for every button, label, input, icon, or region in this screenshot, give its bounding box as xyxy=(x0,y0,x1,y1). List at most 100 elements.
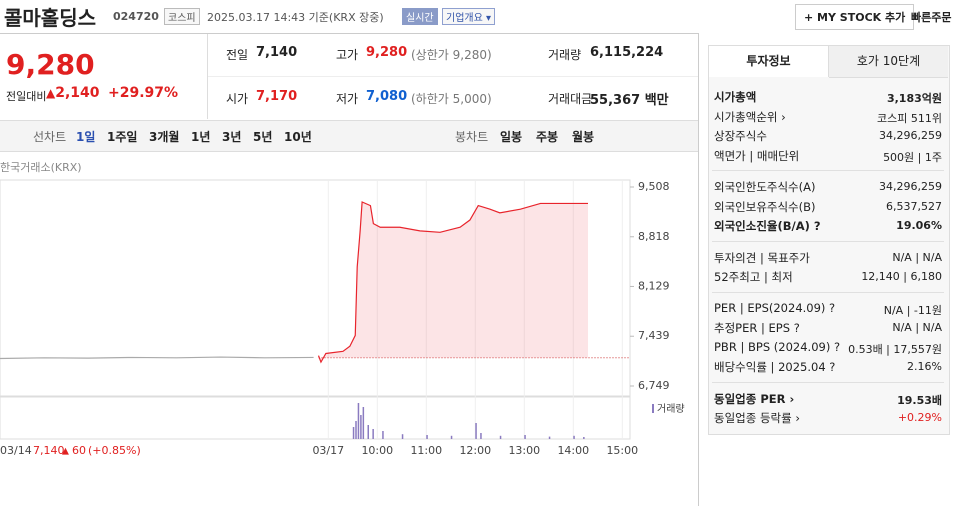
quick-order[interactable]: 빠른주문 · xyxy=(911,11,956,24)
tab[interactable]: 1년 xyxy=(191,130,211,144)
tab[interactable]: 1일 xyxy=(76,130,96,144)
volume-bar xyxy=(367,425,369,439)
tab[interactable]: 주봉 xyxy=(536,130,559,144)
volume-bar xyxy=(524,435,526,439)
tab[interactable]: 월봉 xyxy=(572,130,595,144)
info-value: 19.53배 xyxy=(897,393,942,407)
invest-panel xyxy=(708,45,950,435)
info-value: N/A | N/A xyxy=(892,250,942,264)
x-tick-label: 14:00 xyxy=(557,444,589,457)
info-label: PER | EPS(2024.09) ? xyxy=(714,300,836,315)
volume-bar xyxy=(357,403,360,439)
volume-bar xyxy=(480,433,482,439)
stat-label: 저가 xyxy=(336,92,359,106)
volume-legend: 거래량 xyxy=(657,403,685,415)
volume-bar xyxy=(573,435,575,439)
x-tick-label: 10:00 xyxy=(361,444,393,457)
tab[interactable]: 3년 xyxy=(222,130,242,144)
volume-bar xyxy=(426,435,428,439)
volume-bar xyxy=(362,407,365,439)
info-label: 추정PER | EPS ? xyxy=(714,321,800,335)
area xyxy=(318,202,588,363)
x-tick-label: 13:00 xyxy=(508,444,540,457)
tab-bar xyxy=(0,120,698,152)
y-tick-label: 8,129 xyxy=(638,279,670,292)
volume-legend-mark xyxy=(652,404,654,413)
info-value: 34,296,259 xyxy=(879,180,942,193)
company-button[interactable]: 기업개요 ▾ xyxy=(442,8,495,25)
market-badge: 코스피 xyxy=(164,8,200,25)
stat-label: 고가 xyxy=(336,48,359,62)
info-label: 시가총액 xyxy=(714,90,757,104)
x-tick-label: 12:00 xyxy=(459,444,491,457)
info-label: 외국인소진율(B/A) ? xyxy=(714,219,821,233)
change-value: 2,140 xyxy=(55,85,100,101)
x-tick-label: 15:00 xyxy=(606,444,638,457)
footer-date: 03/14 xyxy=(0,444,32,457)
x-tick-label: 11:00 xyxy=(410,444,442,457)
tab[interactable]: 호가 10단계 xyxy=(829,46,948,78)
price-line xyxy=(0,356,314,360)
volume-bar xyxy=(548,436,551,439)
stat-value: 7,080 xyxy=(366,89,408,104)
group-divider xyxy=(712,291,944,293)
info-label: 외국인보유주식수(B) xyxy=(714,199,816,214)
tab[interactable]: 1주일 xyxy=(107,130,138,144)
datetime: 2025.03.17 14:43 기준(KRX 장중) xyxy=(207,11,384,24)
tab-group-label: 봉차트 xyxy=(455,130,489,144)
volume-bar xyxy=(475,423,477,439)
source: 한국거래소(KRX) xyxy=(0,161,82,174)
tab-group-label: 선차트 xyxy=(33,130,67,144)
y-tick-label: 7,439 xyxy=(638,329,670,342)
stat-value: 55,367 백만 xyxy=(590,93,669,108)
group-divider xyxy=(712,381,944,383)
plot-frame xyxy=(0,179,631,397)
volume-frame xyxy=(0,396,631,440)
stat-label: 거래량 xyxy=(548,48,582,62)
stat-limit: (하한가 5,000) xyxy=(411,92,492,106)
volume-bar xyxy=(450,435,453,439)
info-label: 외국인한도주식수(A) xyxy=(714,180,816,194)
volume-bar xyxy=(360,415,362,439)
tab[interactable]: 3개월 xyxy=(149,130,180,144)
group-divider xyxy=(712,170,944,171)
y-tick-label: 9,508 xyxy=(638,180,670,193)
stat-label: 거래대금 xyxy=(548,92,593,106)
footer-pct: (+0.85%) xyxy=(88,444,141,457)
stock-name: 콜마홀딩스 xyxy=(4,6,96,30)
info-label: 시가총액순위 › xyxy=(714,109,786,124)
info-label: 투자의견 | 목표주가 xyxy=(714,250,810,265)
info-value: 34,296,259 xyxy=(879,129,942,142)
footer-close: 7,140 xyxy=(33,444,65,457)
tab[interactable]: 일봉 xyxy=(500,130,523,144)
info-label: 배당수익률 | 2025.04 ? xyxy=(714,360,836,374)
volume-bar xyxy=(382,431,384,439)
tab[interactable]: 10년 xyxy=(284,130,312,144)
info-value: N/A | -11원 xyxy=(883,303,942,317)
info-label: 액면가 | 매매단위 xyxy=(714,148,800,163)
divider xyxy=(0,33,698,34)
x-tick-label: 03/17 xyxy=(312,444,344,457)
stat-value: 7,170 xyxy=(256,89,298,104)
stat-value: 7,140 xyxy=(256,45,298,60)
info-value: 6,537,527 xyxy=(886,199,942,213)
chart: 한국거래소(KRX) 9,508 8,818 8,129 7,439 6,749 03/17… xyxy=(0,161,685,457)
tab[interactable]: 5년 xyxy=(253,130,273,144)
volume-bar xyxy=(583,437,585,439)
footer-arrow: ▲ xyxy=(62,447,69,457)
info-value: 12,140 | 6,180 xyxy=(861,270,942,283)
stat-limit: (상한가 9,280) xyxy=(411,48,492,62)
info-value: 3,183억원 xyxy=(886,92,942,105)
info-value: N/A | N/A xyxy=(892,321,942,334)
stat-label: 시가 xyxy=(226,92,249,106)
info-value: 19.06% xyxy=(896,219,942,232)
my-stock-button[interactable]: + MY STOCK 추가 xyxy=(795,4,915,30)
info-value: +0.29% xyxy=(897,411,942,424)
stat-value: 9,280 xyxy=(366,45,408,60)
divider xyxy=(698,33,699,506)
tab[interactable]: 투자정보 xyxy=(709,46,829,77)
price-line xyxy=(317,201,588,364)
info-label: 동일업종 등락률 › xyxy=(714,411,800,425)
volume-bar xyxy=(355,421,357,439)
